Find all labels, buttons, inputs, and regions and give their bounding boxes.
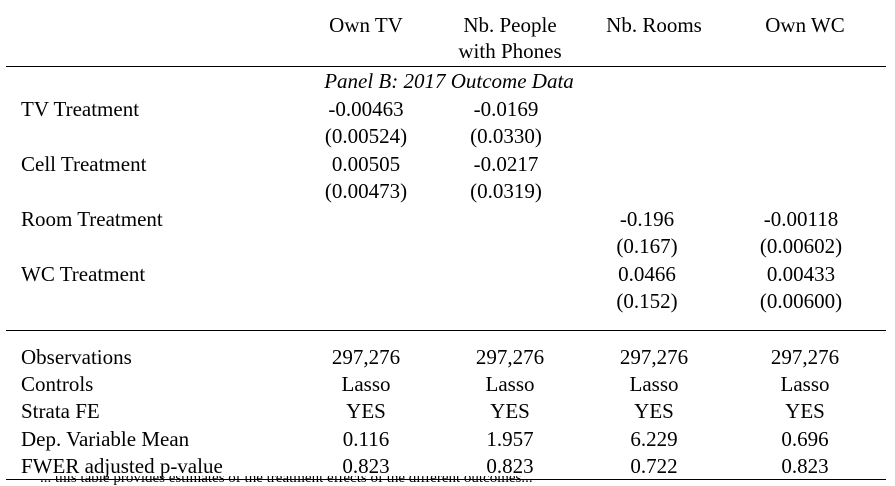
stat-cell: 297,276 xyxy=(475,345,545,369)
stat-label-dep-variable-mean: Dep. Variable Mean xyxy=(21,427,190,451)
se-cell: (0.00602) xyxy=(759,234,843,258)
column-header-line: Nb. People xyxy=(463,13,557,37)
row-label-room-treatment: Room Treatment xyxy=(21,207,163,231)
stat-label-controls: Controls xyxy=(21,372,94,396)
stat-cell: 297,276 xyxy=(770,345,840,369)
se-cell: (0.00600) xyxy=(759,289,843,313)
stat-cell: 0.823 xyxy=(342,454,390,478)
stat-cell: Lasso xyxy=(780,372,830,396)
stats-rule xyxy=(6,330,886,331)
stat-label-strata-fe: Strata FE xyxy=(21,399,100,423)
stat-label-observations: Observations xyxy=(21,345,132,369)
coef-cell: 0.00505 xyxy=(331,152,401,176)
column-header-line: with Phones xyxy=(458,38,562,63)
stat-cell: 297,276 xyxy=(619,345,689,369)
header-rule xyxy=(6,66,886,67)
coef-cell: 0.00433 xyxy=(766,262,836,286)
row-label-cell-treatment: Cell Treatment xyxy=(21,152,147,176)
stat-cell: 0.116 xyxy=(342,427,390,451)
column-header-own-wc: Own WC xyxy=(765,13,845,39)
stat-cell: 6.229 xyxy=(630,427,678,451)
se-cell: (0.167) xyxy=(616,234,678,258)
stat-cell: Lasso xyxy=(485,372,535,396)
footnote-text: ... this table provides estimates of the… xyxy=(40,476,533,486)
coef-cell: -0.00463 xyxy=(328,97,404,121)
column-header-line: Own TV xyxy=(329,13,403,37)
stat-cell: 0.696 xyxy=(781,427,829,451)
stat-cell: 297,276 xyxy=(331,345,401,369)
stat-cell: Lasso xyxy=(629,372,679,396)
stat-cell: 0.823 xyxy=(781,454,829,478)
stat-cell: 1.957 xyxy=(486,427,534,451)
stat-cell: 0.823 xyxy=(486,454,534,478)
column-header-line: Nb. Rooms xyxy=(606,13,702,37)
se-cell: (0.0330) xyxy=(470,124,542,148)
bottom-rule xyxy=(6,479,886,480)
se-cell: (0.152) xyxy=(616,289,678,313)
coef-cell: -0.0169 xyxy=(473,97,539,121)
stat-cell: Lasso xyxy=(341,372,391,396)
se-cell: (0.0319) xyxy=(470,179,542,203)
stat-cell: YES xyxy=(785,399,825,423)
column-header-nb-rooms: Nb. Rooms xyxy=(606,13,702,39)
coef-cell: 0.0466 xyxy=(618,262,676,286)
column-header-own-tv: Own TV xyxy=(329,13,403,39)
se-cell: (0.00524) xyxy=(324,124,408,148)
stat-label-fwer-p-value: FWER adjusted p-value xyxy=(21,454,223,478)
column-header-nb-people-phones: Nb. People with Phones xyxy=(458,13,561,64)
stat-cell: YES xyxy=(346,399,386,423)
stat-cell: 0.722 xyxy=(630,454,678,478)
footnote-clipped: ... this table provides estimates of the… xyxy=(0,476,895,486)
se-cell: (0.00473) xyxy=(324,179,408,203)
panel-title: Panel B: 2017 Outcome Data xyxy=(324,69,574,93)
coef-cell: -0.00118 xyxy=(763,207,839,231)
column-header-line: Own WC xyxy=(765,13,845,37)
row-label-wc-treatment: WC Treatment xyxy=(21,262,146,286)
coef-cell: -0.0217 xyxy=(473,152,539,176)
coef-cell: -0.196 xyxy=(619,207,675,231)
stat-cell: YES xyxy=(634,399,674,423)
row-label-tv-treatment: TV Treatment xyxy=(21,97,140,121)
stat-cell: YES xyxy=(490,399,530,423)
